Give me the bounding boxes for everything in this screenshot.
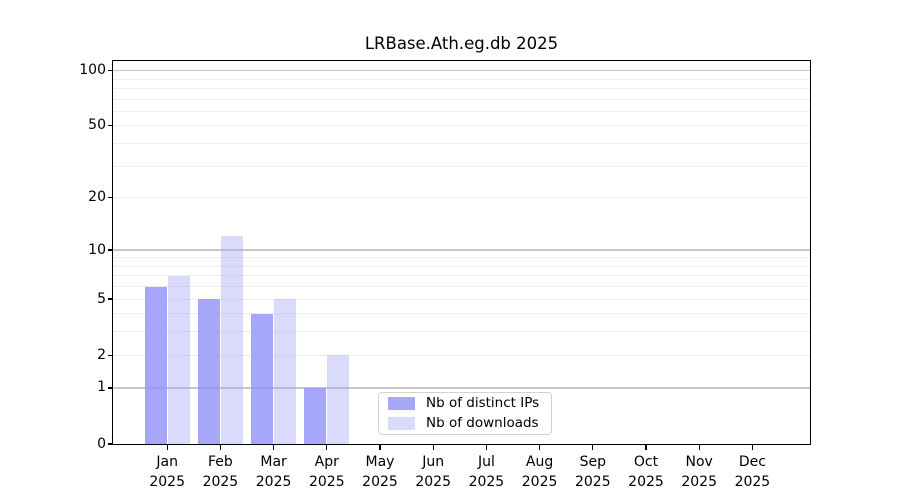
x-tick-label: Jan 2025	[149, 454, 185, 490]
legend-entry-downloads: Nb of downloads	[388, 414, 551, 433]
minor-gridline	[113, 298, 810, 300]
minor-gridline	[113, 313, 810, 315]
y-tick-mark	[108, 354, 113, 356]
major-gridline	[113, 70, 810, 72]
minor-gridline	[113, 87, 810, 89]
minor-gridline	[113, 354, 810, 356]
x-tick-label: Jul 2025	[468, 454, 505, 490]
minor-gridline	[113, 98, 810, 100]
bar-nb-of-downloads-apr	[327, 355, 350, 444]
x-tick-label: Feb 2025	[202, 454, 239, 490]
x-tick-mark	[645, 445, 647, 450]
major-gridline	[113, 249, 810, 251]
x-tick-mark	[539, 445, 541, 450]
x-tick-label: Sep 2025	[574, 454, 611, 490]
y-tick-label: 50	[88, 117, 106, 134]
grid-layer	[113, 61, 810, 444]
x-tick-mark	[698, 445, 700, 450]
x-tick-label: Dec 2025	[734, 454, 771, 490]
y-tick-mark	[108, 70, 113, 72]
chart-title: LRBase.Ath.eg.db 2025	[364, 34, 559, 53]
minor-gridline	[113, 286, 810, 288]
x-tick-label: May 2025	[362, 454, 398, 490]
y-tick-label: 5	[97, 290, 106, 307]
bar-nb-of-distinct-ips-apr	[304, 387, 327, 444]
y-tick-mark	[108, 197, 113, 199]
x-tick-mark	[166, 445, 168, 450]
x-tick-mark	[485, 445, 487, 450]
x-tick-label: Mar 2025	[255, 454, 292, 490]
x-tick-mark	[379, 445, 381, 450]
bar-nb-of-downloads-feb	[220, 236, 243, 444]
bar-nb-of-downloads-jan	[167, 275, 190, 444]
x-tick-label: Apr 2025	[308, 454, 345, 490]
minor-gridline	[113, 197, 810, 199]
minor-gridline	[113, 78, 810, 80]
x-tick-label: Aug 2025	[521, 454, 558, 490]
x-tick-label: Jun 2025	[415, 454, 451, 490]
plot-area	[113, 61, 810, 444]
minor-gridline	[113, 125, 810, 127]
bar-nb-of-distinct-ips-feb	[197, 299, 220, 444]
x-tick-mark	[592, 445, 594, 450]
legend-swatch-distinct-ips	[388, 397, 415, 410]
x-tick-mark	[273, 445, 275, 450]
x-tick-mark	[751, 445, 753, 450]
minor-gridline	[113, 143, 810, 145]
y-tick-label: 10	[88, 241, 106, 258]
minor-gridline	[113, 265, 810, 267]
minor-gridline	[113, 110, 810, 112]
y-tick-label: 1	[97, 379, 106, 396]
x-tick-mark	[326, 445, 328, 450]
minor-gridline	[113, 165, 810, 167]
y-tick-mark	[108, 387, 113, 389]
y-tick-label: 100	[79, 62, 106, 79]
x-tick-label: Nov 2025	[681, 454, 717, 490]
bars-layer	[113, 61, 810, 444]
minor-gridline	[113, 275, 810, 277]
legend-entry-distinct-ips: Nb of distinct IPs	[388, 394, 551, 413]
y-tick-mark	[108, 443, 113, 445]
bar-nb-of-distinct-ips-jan	[144, 286, 167, 444]
legend-swatch-downloads	[388, 417, 415, 430]
x-tick-mark	[432, 445, 434, 450]
major-gridline	[113, 387, 810, 389]
legend-label-downloads: Nb of downloads	[426, 415, 539, 431]
y-tick-label: 20	[88, 189, 106, 206]
y-tick-label: 2	[97, 346, 106, 363]
legend: Nb of distinct IPs Nb of downloads	[378, 392, 552, 435]
y-tick-mark	[108, 298, 113, 300]
y-tick-mark	[108, 125, 113, 127]
legend-label-distinct-ips: Nb of distinct IPs	[426, 395, 540, 411]
y-tick-mark	[108, 249, 113, 251]
y-tick-label: 0	[97, 435, 106, 452]
bar-nb-of-downloads-mar	[274, 299, 297, 444]
minor-gridline	[113, 331, 810, 333]
minor-gridline	[113, 257, 810, 259]
bar-nb-of-distinct-ips-mar	[251, 313, 274, 444]
x-tick-mark	[219, 445, 221, 450]
x-tick-label: Oct 2025	[628, 454, 664, 490]
